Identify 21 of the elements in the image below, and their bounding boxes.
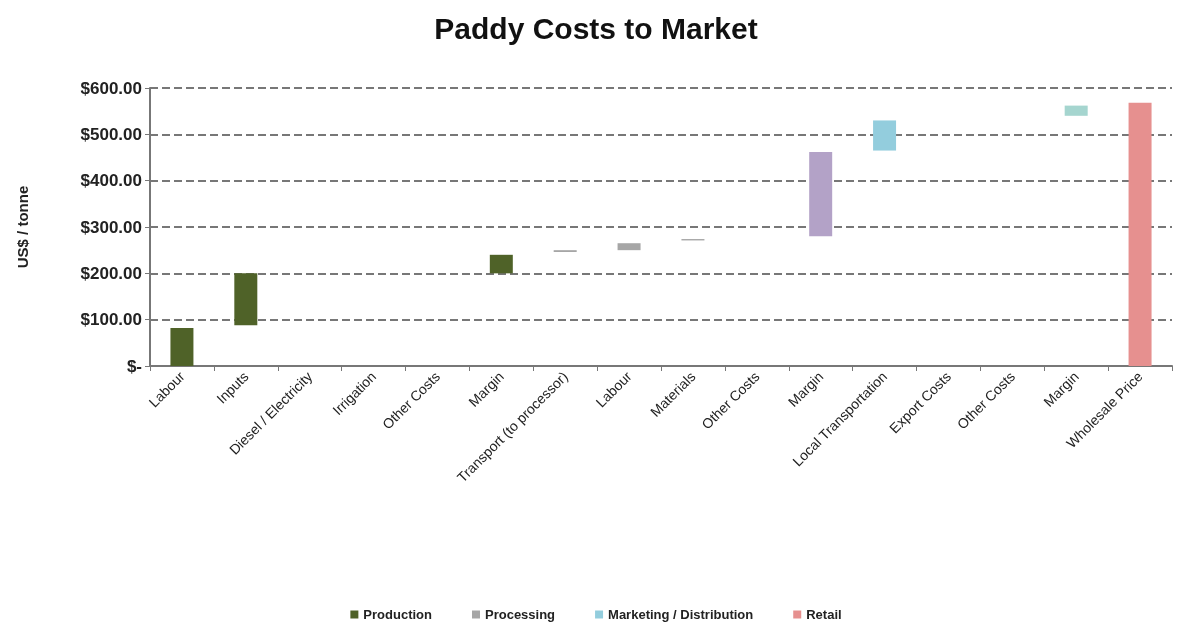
y-axis-title: US$ / tonne: [14, 185, 31, 269]
legend-label: Processing: [484, 607, 556, 622]
bar: [489, 254, 513, 274]
y-tick-label: $100.00: [80, 310, 142, 330]
y-tick-label: $400.00: [80, 171, 142, 191]
y-tick-label: $-: [126, 356, 142, 376]
y-tick-label: $500.00: [80, 124, 142, 144]
chart-title: Paddy Costs to Market: [434, 11, 758, 45]
y-tick-label: $300.00: [80, 217, 142, 237]
bar: [873, 120, 897, 151]
bar: [234, 273, 258, 326]
bar: [1128, 102, 1152, 366]
legend-label: Retail: [806, 607, 842, 622]
bar: [617, 243, 641, 251]
legend-label: Production: [363, 607, 433, 622]
bar: [809, 151, 833, 237]
bar: [170, 328, 194, 366]
y-tick-label: $200.00: [80, 263, 142, 283]
y-tick-label: $600.00: [80, 78, 142, 98]
legend-label: Marketing / Distribution: [608, 607, 754, 622]
bar: [1064, 105, 1088, 116]
